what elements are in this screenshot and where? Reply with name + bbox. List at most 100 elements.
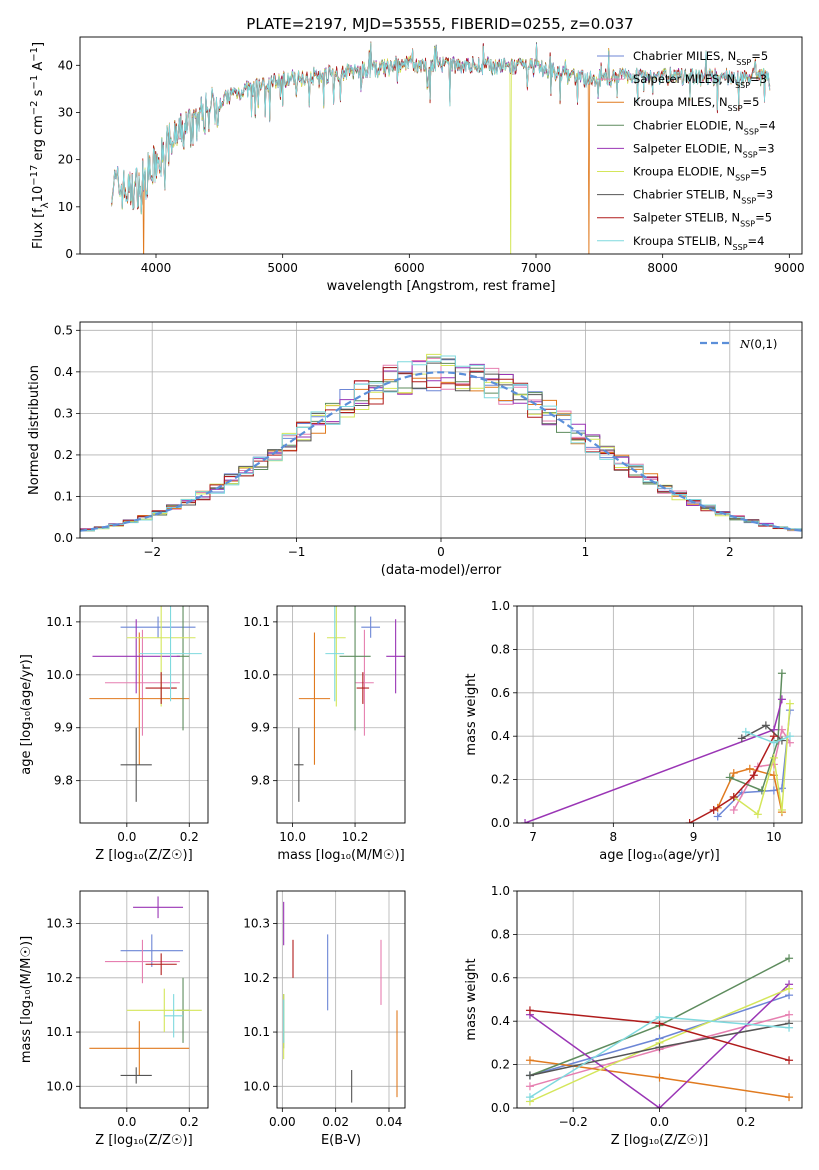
legend-entry: Salpeter MILES, NSSP=3 — [633, 72, 767, 90]
axes-frame — [276, 890, 406, 1109]
y-tick-label: 0.1 — [54, 489, 73, 503]
errorbar-point-7 — [145, 672, 177, 704]
x-tick-label: 2 — [726, 545, 734, 559]
legend-sub: SSP — [736, 58, 751, 67]
legend-count: =3 — [756, 188, 773, 202]
legend-label: Kroupa MILES, N — [633, 95, 728, 109]
legend-entry: Kroupa STELIB, NSSP=4 — [633, 234, 764, 252]
legend-count: =4 — [759, 118, 776, 132]
y-tick-label: 9.8 — [251, 774, 270, 788]
weight-marker — [785, 699, 794, 708]
y-label-part: −1 — [29, 47, 40, 62]
x-tick-label: 0 — [437, 545, 445, 559]
figure-title: PLATE=2197, MJD=53555, FIBERID=0255, z=0… — [246, 15, 633, 33]
x-axis-label: wavelength [Angstrom, rest frame] — [327, 279, 556, 294]
y-tick-label: 0.4 — [491, 729, 510, 743]
errorbar-point-4 — [386, 619, 405, 694]
axes-frame — [516, 890, 803, 1109]
weight-marker — [525, 1071, 534, 1080]
weight-marker — [761, 721, 770, 730]
y-tick-label: 10.0 — [243, 668, 270, 682]
plot-area — [294, 606, 405, 802]
x-tick-label: 0.00 — [269, 1115, 296, 1129]
grid — [80, 891, 208, 1108]
x-tick-label: 6000 — [394, 261, 425, 275]
panel-spectrum: 4000 5000 6000 7000 8000 9000 0 10 20 30 40 wavelen… — [29, 36, 805, 294]
panel-residuals: −2 −1 0 1 2 0.0 0.1 0.2 0.3 0.4 0.5 (data-model)/er… — [27, 321, 803, 578]
y-tick-label: 0.6 — [491, 686, 510, 700]
legend-entry: Chabrier STELIB, NSSP=3 — [633, 188, 773, 206]
legend-sub: SSP — [735, 81, 750, 90]
y-tick-label: 10.3 — [243, 917, 270, 931]
errorbar-point-5 — [326, 606, 346, 707]
weight-marker — [655, 1073, 664, 1082]
plot-area — [525, 954, 794, 1108]
y-tick-label: 10.2 — [46, 971, 73, 985]
x-tick-label: 0.2 — [180, 830, 199, 844]
y-label-part: 10 — [31, 186, 46, 203]
legend-count: =3 — [758, 141, 775, 155]
weight-marker — [655, 1012, 664, 1021]
y-tick-label: 9.9 — [251, 721, 270, 735]
weight-marker — [753, 810, 762, 819]
weight-marker — [725, 773, 734, 782]
legend-symbol: N — [739, 337, 751, 351]
errorbar-point-8 — [139, 606, 202, 702]
weight-marker — [655, 1043, 664, 1052]
weight-marker — [737, 734, 746, 743]
legend-entry: N(0,1) — [739, 337, 777, 351]
panel-mass_vs_Z: 0.0 0.2 10.0 10.1 10.2 10.3 Z [log₁₀(Z/Z☉)] mas… — [19, 890, 209, 1148]
errorbar-point-7 — [145, 953, 177, 976]
errorbar-point-8 — [325, 606, 345, 702]
legend-sub: SSP — [740, 219, 755, 228]
weight-line-4 — [529, 983, 790, 1108]
histogram-series-8 — [80, 355, 802, 538]
legend-label: Salpeter MILES, N — [633, 72, 735, 86]
y-tick-label: 0.2 — [491, 1058, 510, 1072]
y-tick-label: 9.8 — [54, 774, 73, 788]
y-tick-label: 0 — [65, 247, 73, 261]
x-tick-label: 7 — [529, 830, 537, 844]
y-tick-label: 10.1 — [46, 1025, 73, 1039]
y-axis-label: Flux [fλ10−17 erg cm−2 s−1 A−1] — [29, 42, 51, 249]
x-axis-label: (data-model)/error — [381, 563, 502, 578]
y-tick-label: 10.0 — [46, 1079, 73, 1093]
y-tick-label: 10.0 — [46, 668, 73, 682]
errorbar-point-6 — [294, 727, 304, 802]
legend-entry: Chabrier MILES, NSSP=5 — [633, 49, 768, 67]
axes-frame — [276, 605, 406, 824]
axes-frame — [79, 321, 803, 539]
errorbar-point-1 — [355, 629, 374, 736]
x-tick-label: −2 — [143, 545, 161, 559]
weight-marker — [729, 792, 738, 801]
legend-label: Salpeter ELODIE, N — [633, 141, 743, 155]
weight-marker — [749, 771, 758, 780]
y-tick-label: 10.1 — [46, 615, 73, 629]
x-tick-label: 9 — [690, 830, 698, 844]
y-tick-label: 0.8 — [491, 642, 510, 656]
legend-params: (0,1) — [750, 337, 777, 351]
x-tick-label: −1 — [288, 545, 306, 559]
legend-count: =5 — [755, 211, 772, 225]
weight-marker — [729, 805, 738, 814]
x-tick-label: 0.0 — [650, 1115, 669, 1129]
weight-marker — [769, 738, 778, 747]
x-tick-label: 10.0 — [279, 830, 306, 844]
x-tick-label: 8000 — [647, 261, 678, 275]
y-axis-label: mass [log₁₀(M/M☉)] — [19, 936, 34, 1063]
y-label-part: erg cm — [31, 115, 46, 164]
legend-entry: Kroupa MILES, NSSP=5 — [633, 95, 759, 113]
x-axis-label: Z [log₁₀(Z/Z☉)] — [95, 1133, 192, 1148]
errorbar-point-6 — [120, 727, 152, 802]
legend-label: Chabrier ELODIE, N — [633, 118, 744, 132]
weight-marker — [525, 1082, 534, 1091]
errorbar-point-2 — [298, 632, 331, 765]
errorbar-point-2 — [89, 1021, 190, 1076]
weight-marker — [785, 1056, 794, 1065]
axes-frame — [79, 890, 209, 1109]
weight-marker — [745, 764, 754, 773]
x-axis-label: Z [log₁₀(Z/Z☉)] — [95, 848, 192, 863]
x-tick-label: 0.04 — [376, 1115, 403, 1129]
y-tick-label: 0.2 — [54, 448, 73, 462]
